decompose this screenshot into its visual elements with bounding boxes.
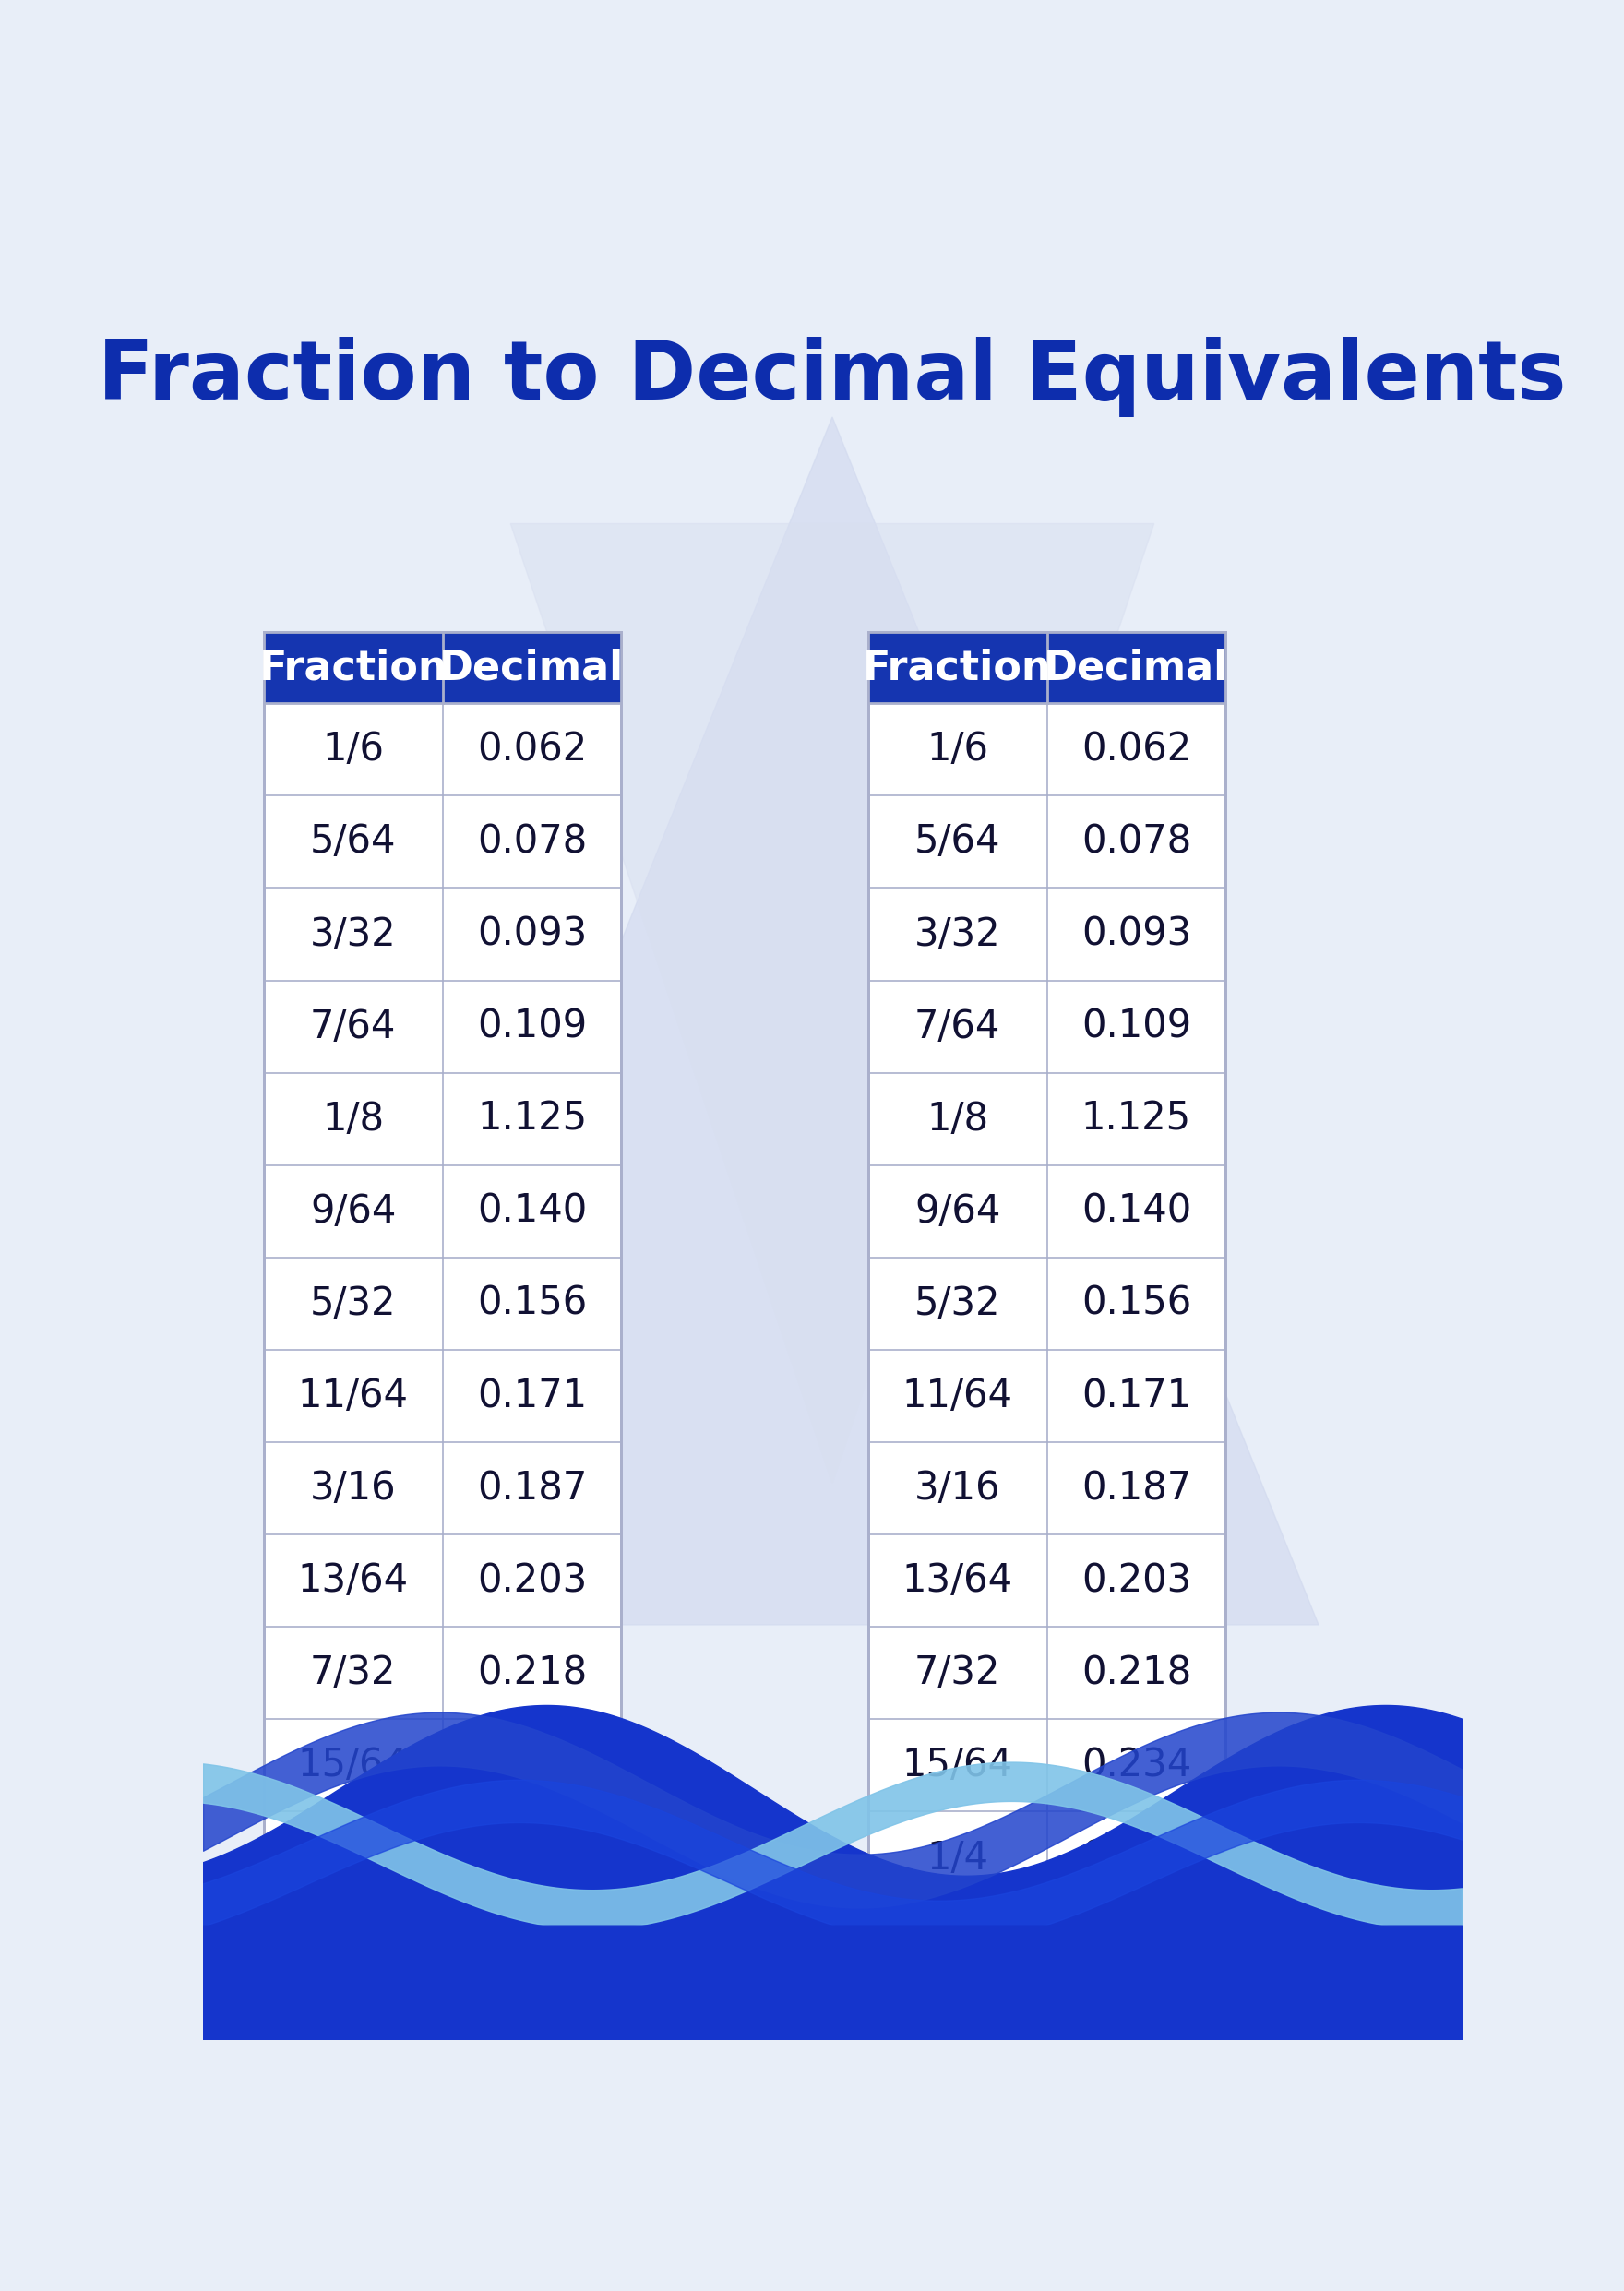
Polygon shape (346, 417, 1319, 1624)
Text: 0.250: 0.250 (477, 1837, 586, 1876)
Text: 0.156: 0.156 (477, 1285, 586, 1322)
Text: 0.078: 0.078 (477, 822, 586, 861)
Text: 13/64: 13/64 (901, 1562, 1013, 1599)
Text: 0.109: 0.109 (1082, 1008, 1190, 1047)
Text: Decimal: Decimal (440, 648, 624, 687)
Text: 0.218: 0.218 (1082, 1654, 1192, 1693)
Text: 0.171: 0.171 (477, 1377, 586, 1416)
Text: 7/64: 7/64 (914, 1008, 1000, 1047)
Text: 1.125: 1.125 (477, 1100, 586, 1139)
Bar (869, 632, 1226, 1904)
Text: 11/64: 11/64 (297, 1377, 409, 1416)
Text: 1.125: 1.125 (1082, 1100, 1190, 1139)
Text: 3/32: 3/32 (914, 914, 1000, 953)
Text: Fraction: Fraction (258, 648, 448, 687)
Text: 0.250: 0.250 (1082, 1837, 1190, 1876)
Polygon shape (510, 525, 1155, 1482)
Text: 5/64: 5/64 (914, 822, 1000, 861)
Text: Decimal: Decimal (1044, 648, 1229, 687)
Text: 0.203: 0.203 (477, 1562, 586, 1599)
Text: Fraction to Decimal Equivalents: Fraction to Decimal Equivalents (97, 337, 1567, 417)
Text: 0.062: 0.062 (477, 731, 586, 770)
Text: 0.140: 0.140 (477, 1191, 586, 1230)
Text: 15/64: 15/64 (297, 1746, 409, 1785)
Text: 0.234: 0.234 (1082, 1746, 1192, 1785)
Text: 0.093: 0.093 (477, 914, 586, 953)
Text: 0.140: 0.140 (1082, 1191, 1192, 1230)
Text: 9/64: 9/64 (310, 1191, 396, 1230)
Text: 0.234: 0.234 (477, 1746, 586, 1785)
Text: 1/6: 1/6 (322, 731, 385, 770)
Text: 1/8: 1/8 (322, 1100, 385, 1139)
Text: 0.187: 0.187 (1082, 1469, 1192, 1507)
Text: 7/32: 7/32 (310, 1654, 396, 1693)
Text: 0.062: 0.062 (1082, 731, 1190, 770)
Bar (263, 632, 622, 703)
Text: 5/64: 5/64 (310, 822, 396, 861)
Text: 9/64: 9/64 (914, 1191, 1000, 1230)
Text: 0.093: 0.093 (1082, 914, 1192, 953)
Text: 0.171: 0.171 (1082, 1377, 1190, 1416)
Text: 3/16: 3/16 (914, 1469, 1000, 1507)
Text: 7/32: 7/32 (914, 1654, 1000, 1693)
Text: 3/16: 3/16 (310, 1469, 396, 1507)
Text: 3/32: 3/32 (310, 914, 396, 953)
Text: 0.203: 0.203 (1082, 1562, 1192, 1599)
Bar (869, 632, 1226, 703)
Text: 5/32: 5/32 (310, 1285, 396, 1322)
Text: 1/6: 1/6 (927, 731, 989, 770)
Text: Fraction: Fraction (862, 648, 1052, 687)
Text: 15/64: 15/64 (901, 1746, 1013, 1785)
Text: 1/4: 1/4 (322, 1837, 385, 1876)
Text: 5/32: 5/32 (914, 1285, 1000, 1322)
Text: 13/64: 13/64 (297, 1562, 409, 1599)
Text: 1/4: 1/4 (927, 1837, 989, 1876)
Text: 0.109: 0.109 (477, 1008, 586, 1047)
Text: 1/8: 1/8 (926, 1100, 989, 1139)
Text: 0.078: 0.078 (1082, 822, 1192, 861)
Bar (263, 632, 622, 1904)
Text: 0.218: 0.218 (477, 1654, 586, 1693)
Text: 11/64: 11/64 (901, 1377, 1013, 1416)
Text: 0.156: 0.156 (1082, 1285, 1192, 1322)
Text: 7/64: 7/64 (310, 1008, 396, 1047)
Text: 0.187: 0.187 (477, 1469, 586, 1507)
